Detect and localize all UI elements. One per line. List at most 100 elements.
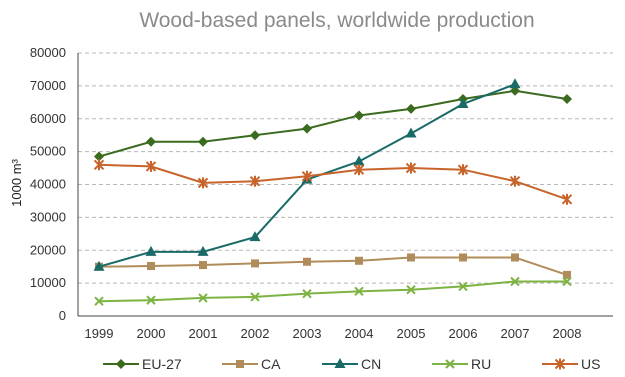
- series-ru: [94, 276, 572, 306]
- legend-label: CA: [261, 356, 281, 372]
- series-line-us: [98, 163, 568, 201]
- data-point-ru: [510, 276, 520, 287]
- legend-marker: [334, 358, 346, 368]
- data-point-eu-27: [146, 136, 156, 147]
- series-group: [93, 78, 573, 306]
- data-point-eu-27: [198, 136, 208, 147]
- x-tick-label: 2001: [189, 326, 218, 341]
- x-tick-label: 2007: [501, 326, 530, 341]
- data-point-ca: [459, 253, 467, 262]
- data-point-us: [457, 164, 469, 176]
- y-tick-label: 60000: [30, 111, 66, 126]
- legend-label: EU-27: [142, 356, 182, 372]
- data-point-eu-27: [562, 94, 572, 105]
- data-point-cn: [249, 231, 261, 242]
- data-point-us: [197, 177, 209, 189]
- data-point-cn: [405, 127, 417, 138]
- data-point-ru: [146, 295, 156, 305]
- y-axis-label: 1000 m³: [9, 158, 24, 206]
- chart-title: Wood-based panels, worldwide production: [139, 9, 534, 32]
- y-axis-ticks: 0 10000 20000 30000 40000 50000 60000 70000 8000…: [30, 45, 66, 323]
- legend-marker: [236, 360, 244, 368]
- data-point-ca: [511, 253, 519, 262]
- data-point-ru: [94, 296, 104, 306]
- series-eu-27: [94, 85, 572, 162]
- data-point-ca: [303, 257, 311, 266]
- data-point-us: [561, 193, 573, 205]
- legend-item-eu-27: EU-27: [103, 356, 182, 372]
- legend: EU-27 CA CN RU US: [103, 356, 600, 372]
- series-line-eu-27: [98, 89, 568, 158]
- data-point-eu-27: [510, 85, 520, 96]
- data-point-ca: [407, 253, 415, 262]
- data-point-ca: [563, 270, 571, 279]
- marker-stroke: [445, 359, 455, 369]
- legend-label: CN: [361, 356, 381, 372]
- data-point-cn: [93, 260, 105, 271]
- marker-stroke: [250, 292, 260, 302]
- x-tick-label: 2002: [241, 326, 270, 341]
- marker-stroke: [354, 286, 364, 297]
- x-axis-ticks: 1999 2000 2001 2002 2003 2004 2005 2006 2007 2008: [85, 326, 582, 341]
- data-point-eu-27: [94, 151, 104, 162]
- data-point-cn: [509, 78, 521, 89]
- data-point-ca: [251, 259, 259, 268]
- marker-stroke: [562, 276, 572, 287]
- series-line-ca: [98, 256, 568, 276]
- data-point-us: [249, 175, 261, 187]
- data-point-cn: [353, 155, 365, 166]
- data-point-eu-27: [302, 123, 312, 134]
- data-point-us: [405, 162, 417, 174]
- y-tick-label: 80000: [30, 45, 66, 60]
- marker-stroke: [146, 295, 156, 305]
- legend-item-ca: CA: [222, 356, 281, 372]
- marker-stroke: [302, 288, 312, 299]
- data-point-cn: [145, 245, 157, 256]
- data-point-ca: [199, 261, 207, 270]
- marker-stroke: [94, 296, 104, 306]
- y-tick-label: 70000: [30, 78, 66, 93]
- legend-item-us: US: [542, 356, 600, 372]
- legend-marker: [445, 359, 455, 369]
- data-point-cn: [197, 245, 209, 256]
- legend-marker: [116, 359, 126, 369]
- data-point-ru: [302, 288, 312, 299]
- legend-label: RU: [471, 356, 491, 372]
- marker-stroke: [406, 284, 416, 295]
- data-point-eu-27: [406, 103, 416, 114]
- data-point-us: [145, 160, 157, 172]
- x-tick-label: 2005: [397, 326, 426, 341]
- data-point-us: [93, 159, 105, 171]
- data-point-ru: [562, 276, 572, 287]
- legend-label: US: [581, 356, 600, 372]
- y-tick-label: 0: [59, 308, 66, 323]
- axes: [77, 53, 613, 317]
- y-tick-label: 30000: [30, 209, 66, 224]
- x-tick-label: 2003: [293, 326, 322, 341]
- data-point-ru: [354, 286, 364, 297]
- series-us: [93, 159, 573, 205]
- data-point-ca: [147, 262, 155, 271]
- legend-item-ru: RU: [432, 356, 491, 372]
- data-point-us: [509, 175, 521, 187]
- y-tick-label: 20000: [30, 242, 66, 257]
- x-tick-label: 2004: [345, 326, 374, 341]
- data-point-us: [301, 170, 313, 182]
- data-point-ru: [250, 292, 260, 302]
- x-tick-label: 2000: [137, 326, 166, 341]
- data-point-ru: [406, 284, 416, 295]
- y-tick-label: 50000: [30, 144, 66, 159]
- y-tick-label: 10000: [30, 275, 66, 290]
- y-tick-label: 40000: [30, 177, 66, 192]
- series-line-ru: [98, 280, 567, 303]
- data-point-cn: [457, 97, 469, 108]
- data-point-us: [353, 164, 365, 176]
- marker-stroke: [198, 293, 208, 303]
- series-ca: [95, 253, 571, 279]
- legend-marker: [554, 358, 566, 370]
- legend-item-cn: CN: [322, 356, 381, 372]
- marker-stroke: [510, 276, 520, 287]
- marker-stroke: [458, 281, 468, 292]
- data-point-ru: [198, 293, 208, 303]
